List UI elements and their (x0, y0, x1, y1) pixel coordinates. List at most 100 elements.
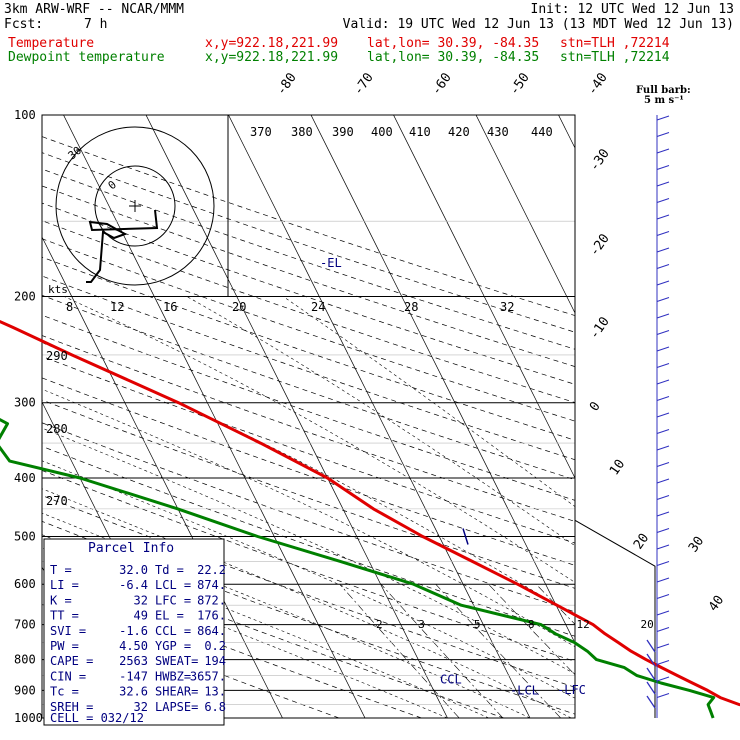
wind-barb (656, 544, 670, 550)
isotherm-label: -70 (351, 70, 377, 98)
wind-barb (656, 693, 670, 698)
parcel-info-title: Parcel Info (88, 541, 174, 556)
labels-layer: 2 3 5 8 12 201002003004005006007008009001000-… (14, 70, 727, 726)
wind-barb (656, 445, 670, 451)
parcel-info-label: LCL = (155, 578, 191, 592)
isotherm-label: -20 (587, 231, 613, 259)
isotherm-line (641, 115, 740, 718)
mixing-ratio-label: 12 (576, 618, 589, 631)
wind-barb (656, 280, 670, 286)
dewpoint-legend: Dewpoint temperature (8, 50, 165, 65)
wind-barb (656, 313, 670, 319)
wind-barb-low (646, 695, 656, 709)
wind-barb (656, 396, 670, 401)
pressure-label: 100 (14, 108, 36, 122)
parcel-info-value: 194 (204, 654, 226, 668)
pressure-label: 400 (14, 471, 36, 485)
isotherm-line (475, 115, 575, 314)
parcel-info-label: CCL = (155, 624, 191, 638)
parcel-info-value: 872. (197, 593, 226, 607)
parcel-info-label: YGP = (155, 639, 191, 653)
parcel-info-label: Tc = (50, 685, 79, 699)
isotherm-label: 30 (686, 534, 707, 555)
temperature-legend: Temperature (8, 36, 95, 51)
barb-legend-title: Full barb: (636, 85, 691, 96)
mixing-ratio-label: 5 (474, 618, 481, 631)
isotherm-label: -40 (585, 70, 611, 98)
wind-barb (656, 379, 670, 385)
wind-barb (656, 511, 670, 517)
theta-label: 380 (291, 125, 313, 139)
moist-adiabat-line (42, 460, 575, 699)
parcel-info-label: HWBZ= (155, 669, 191, 683)
parcel-info-cell: CELL = 032/12 (50, 711, 144, 725)
wind-barb (656, 676, 670, 682)
parcel-info-value: 176. (197, 609, 226, 623)
moist-adiabat-line (186, 296, 575, 547)
lfc-annotation: -LFC (557, 683, 586, 697)
wind-barb-low (646, 681, 656, 695)
wind-barb (656, 181, 670, 187)
forecast-hour: 7 h (84, 17, 108, 32)
parcel-marker (462, 528, 469, 545)
valid-time: Valid: 19 UTC Wed 12 Jun 13 (13 MDT Wed … (342, 17, 734, 32)
parcel-info-value: 0.2 (204, 639, 226, 653)
isotherm-label: -10 (587, 314, 613, 342)
wind-barb (656, 495, 670, 500)
wind-barb (656, 247, 670, 253)
speed-label: 12 (110, 300, 124, 314)
parcel-info-value: 32 (134, 593, 148, 607)
speed-label: 28 (404, 300, 418, 314)
parcel-info-label: SREH = (50, 700, 93, 714)
wind-barb (656, 198, 670, 203)
speed-label: 32 (500, 300, 514, 314)
hodograph-ring-label: 0 (106, 178, 119, 192)
wind-barb (656, 165, 670, 170)
isotherm-label: 40 (706, 593, 727, 614)
speed-label: 24 (311, 300, 325, 314)
isotherm-label: 20 (631, 531, 652, 552)
moist-adiabat-line (42, 388, 575, 647)
parcel-info-value: 874. (197, 578, 226, 592)
hodograph-ring-inner (94, 165, 176, 247)
theta-label: 290 (46, 349, 68, 363)
theta-label: 430 (487, 125, 509, 139)
parcel-info-label: CIN = (50, 669, 86, 683)
wind-barb (656, 346, 670, 352)
isotherm-line (63, 115, 366, 718)
parcel-info-value: 49 (134, 609, 148, 623)
el-annotation: -EL (320, 256, 342, 270)
theta-label: 390 (332, 125, 354, 139)
parcel-info-value: 32.0 (119, 563, 148, 577)
mixing-ratio-line (435, 583, 561, 718)
lcl-annotation: -LCL (510, 684, 539, 698)
isotherm-line (393, 115, 575, 479)
pressure-label: 200 (14, 290, 36, 304)
wind-barb (656, 478, 670, 484)
wind-barb (656, 561, 670, 566)
isotherm-label: -30 (587, 146, 613, 174)
pressure-label: 1000 (14, 711, 43, 725)
moist-adiabat-line (283, 296, 575, 507)
parcel-info-value: 13. (204, 685, 226, 699)
parcel-info-box (43, 538, 225, 726)
temperature-latlon: lat,lon= 30.39, -84.35 (367, 36, 540, 51)
wind-barb (656, 577, 670, 583)
theta-label: 400 (371, 125, 393, 139)
barb-legend-units: 5 m s⁻¹ (644, 95, 684, 106)
pressure-label: 900 (14, 683, 36, 697)
moist-adiabat-line (42, 553, 448, 718)
pressure-label: 800 (14, 653, 36, 667)
wind-barb (656, 660, 670, 665)
isotherm-label: -80 (274, 70, 300, 98)
isotherm-line (42, 236, 283, 718)
pressure-label: 300 (14, 396, 36, 410)
wind-barb (656, 627, 670, 632)
parcel-info-value: 22.2 (197, 563, 226, 577)
parcel-info-value: 32.6 (119, 685, 148, 699)
plot-frame (41, 114, 576, 719)
pressure-label: 600 (14, 577, 36, 591)
hodograph (55, 115, 229, 296)
wind-barb (656, 429, 670, 434)
